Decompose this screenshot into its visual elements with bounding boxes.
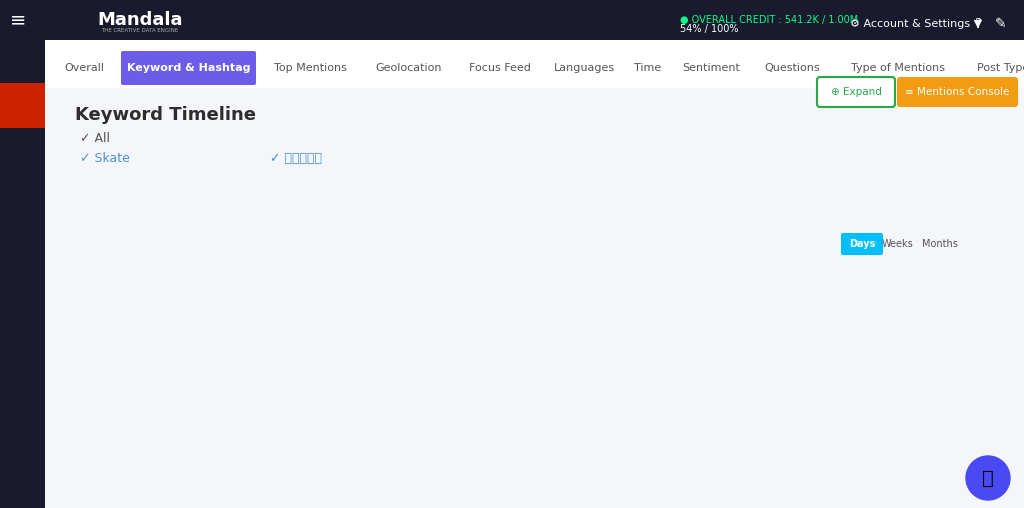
Text: ✓ Skate: ✓ Skate [80,151,130,165]
Text: Languages: Languages [554,63,615,73]
Text: Keyword & Hashtag: Keyword & Hashtag [127,63,250,73]
Text: Post Type: Post Type [977,63,1024,73]
Text: ⚙ Account & Settings ▼: ⚙ Account & Settings ▼ [850,19,982,29]
Text: Type of Mentions: Type of Mentions [851,63,945,73]
Text: Mandala: Mandala [97,11,182,29]
FancyBboxPatch shape [0,83,45,129]
FancyBboxPatch shape [841,233,883,255]
Y-axis label: Volume: Volume [33,236,45,282]
Text: Geolocation: Geolocation [375,63,441,73]
Text: Time: Time [635,63,662,73]
Text: ✓ สเก็ต: ✓ สเก็ต [270,151,322,165]
Text: Questions: Questions [765,63,820,73]
Circle shape [966,456,1010,500]
Text: Weeks: Weeks [882,239,913,249]
Text: ● OVERALL CREDIT : 541.2K / 1.00M: ● OVERALL CREDIT : 541.2K / 1.00M [680,15,858,25]
FancyBboxPatch shape [45,40,1024,88]
FancyBboxPatch shape [121,51,256,85]
Text: ✓ All: ✓ All [80,132,110,144]
Text: THE CREATIVE DATA ENGINE: THE CREATIVE DATA ENGINE [101,27,178,33]
Text: Overall: Overall [65,63,104,73]
FancyBboxPatch shape [897,77,1018,107]
FancyBboxPatch shape [0,40,45,508]
Text: Keyword Timeline: Keyword Timeline [75,106,256,124]
Text: ✎: ✎ [995,17,1007,31]
Text: Months: Months [922,239,957,249]
Text: ≡: ≡ [10,11,27,29]
Text: Top Mentions: Top Mentions [273,63,346,73]
Text: ⊕ Expand: ⊕ Expand [830,87,882,97]
Text: Focus Feed: Focus Feed [469,63,530,73]
Text: Days: Days [849,239,876,249]
FancyBboxPatch shape [0,0,1024,40]
Text: ?: ? [975,17,982,31]
FancyBboxPatch shape [817,77,895,107]
Text: Sentiment: Sentiment [683,63,740,73]
Text: ≡ Mentions Console: ≡ Mentions Console [905,87,1010,97]
Text: 💬: 💬 [982,468,994,488]
Text: สเก็ต
Date : 21 January 2021
Overall Mentions : 131: สเก็ต Date : 21 January 2021 Overall Men… [610,169,748,202]
FancyBboxPatch shape [45,40,1024,508]
Text: 54% / 100%: 54% / 100% [680,24,738,34]
